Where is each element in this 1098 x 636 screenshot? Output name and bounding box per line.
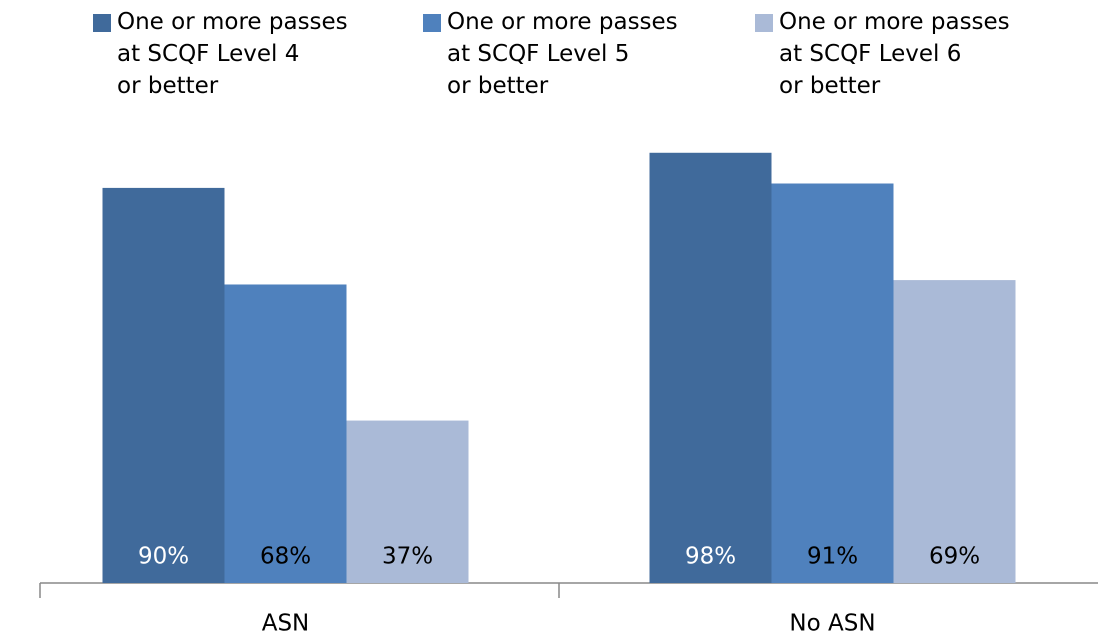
- data-label: 91%: [807, 544, 858, 570]
- legend-swatch: [93, 14, 111, 32]
- legend: One or more passes at SCQF Level 4 or be…: [0, 6, 1098, 116]
- bar: [649, 152, 772, 583]
- data-label: 98%: [685, 544, 736, 570]
- legend-item: One or more passes at SCQF Level 6 or be…: [755, 6, 1010, 102]
- legend-label: One or more passes at SCQF Level 5 or be…: [447, 9, 678, 99]
- bar: [771, 183, 894, 583]
- x-tick-label: No ASN: [789, 611, 875, 636]
- bar: [224, 284, 347, 583]
- legend-item: One or more passes at SCQF Level 4 or be…: [93, 6, 348, 102]
- legend-swatch: [423, 14, 441, 32]
- legend-label: One or more passes at SCQF Level 4 or be…: [117, 9, 348, 99]
- legend-swatch: [755, 14, 773, 32]
- bar: [346, 420, 469, 583]
- data-label: 37%: [382, 544, 433, 570]
- data-label: 68%: [260, 544, 311, 570]
- bar: [102, 187, 225, 583]
- x-tick-label: ASN: [262, 611, 310, 636]
- legend-item: One or more passes at SCQF Level 5 or be…: [423, 6, 678, 102]
- bar: [893, 280, 1016, 583]
- data-label: 69%: [929, 544, 980, 570]
- legend-label: One or more passes at SCQF Level 6 or be…: [779, 9, 1010, 99]
- data-label: 90%: [138, 544, 189, 570]
